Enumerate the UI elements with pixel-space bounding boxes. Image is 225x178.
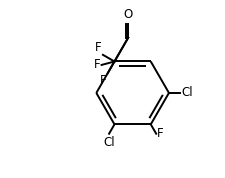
- Text: F: F: [100, 74, 106, 87]
- Text: Cl: Cl: [180, 86, 192, 99]
- Text: F: F: [156, 127, 163, 140]
- Text: F: F: [93, 58, 100, 71]
- Text: O: O: [123, 8, 132, 21]
- Text: F: F: [95, 41, 101, 54]
- Text: Cl: Cl: [103, 136, 114, 149]
